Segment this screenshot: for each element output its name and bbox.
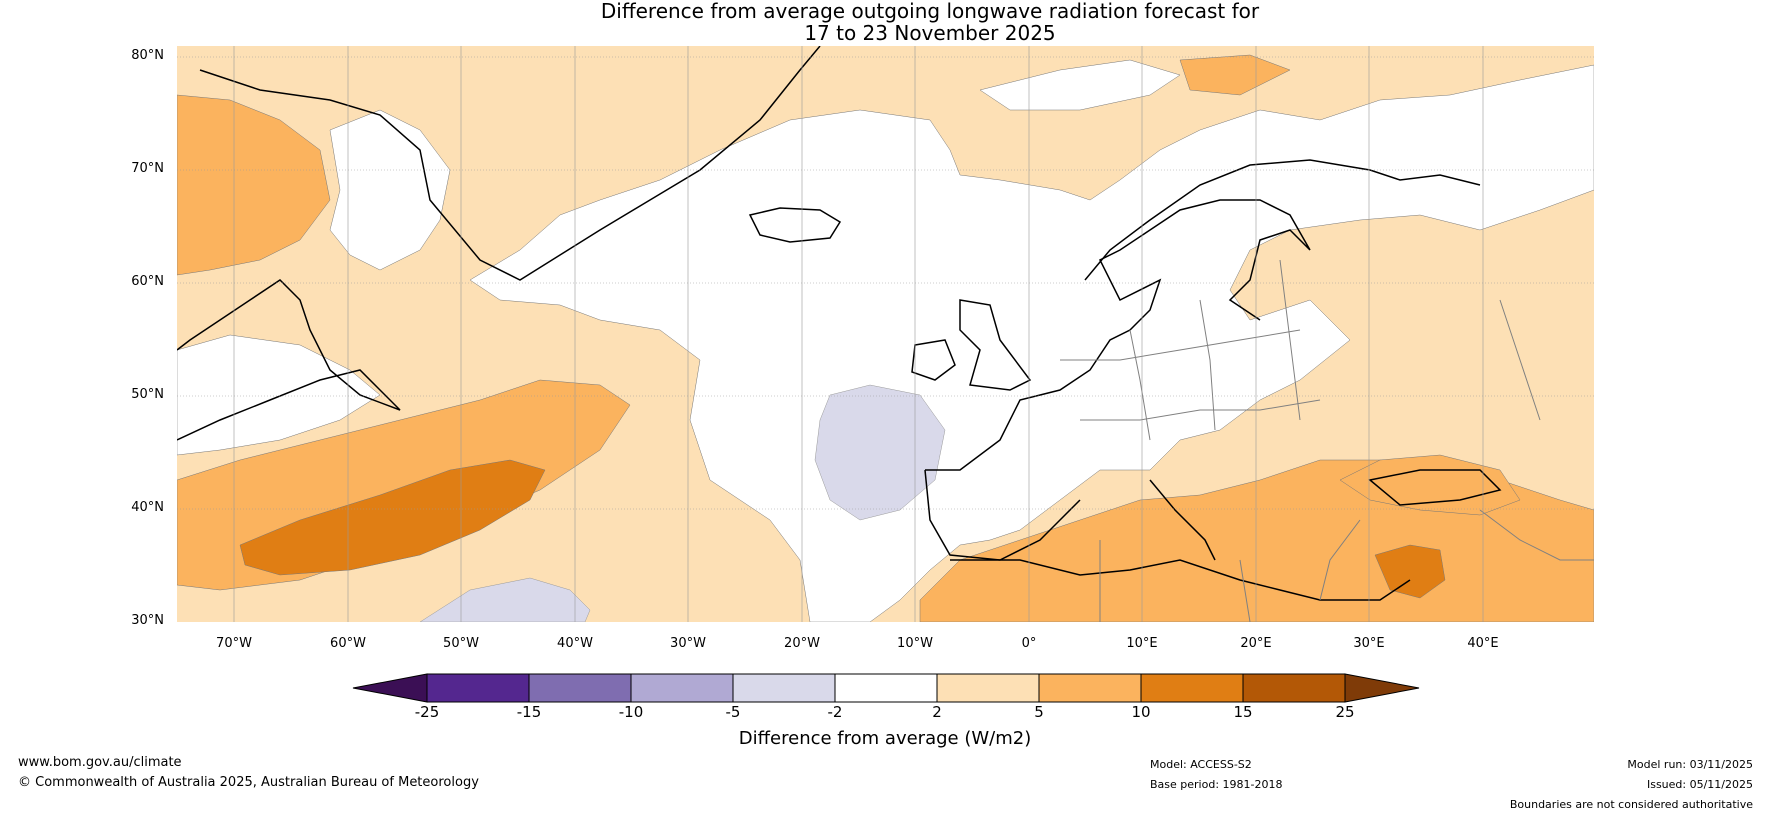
latitude-label: 80°N bbox=[131, 48, 164, 63]
colorbar-segment bbox=[733, 674, 835, 702]
longitude-label: 0° bbox=[1021, 636, 1037, 651]
anomaly-region-neutral bbox=[469, 64, 1594, 622]
colorbar-tick-label: -15 bbox=[516, 703, 542, 721]
colorbar-tick-label: -2 bbox=[827, 703, 843, 721]
latitude-label: 70°N bbox=[131, 161, 164, 176]
footer-model: Model: ACCESS-S2 bbox=[1150, 758, 1252, 771]
colorbar-tick-label: -5 bbox=[725, 703, 741, 721]
footer-website-link[interactable]: www.bom.gov.au/climate bbox=[18, 755, 182, 770]
europe-coast bbox=[925, 199, 1311, 471]
country-borders bbox=[1060, 259, 1594, 622]
colorbar-tick-label: -25 bbox=[414, 703, 440, 721]
latitude-label: 50°N bbox=[131, 387, 164, 402]
colorbar-segment bbox=[1243, 674, 1345, 702]
scandinavia-coast bbox=[1084, 159, 1481, 281]
coastlines bbox=[177, 46, 1502, 601]
colorbar-tick-label: 25 bbox=[1335, 703, 1355, 721]
longitude-label: 40°E bbox=[1467, 636, 1499, 651]
longitude-label: 10°W bbox=[897, 636, 933, 651]
colorbar-segment bbox=[1039, 674, 1141, 702]
map-area bbox=[177, 46, 1594, 622]
north-america-coast bbox=[177, 279, 401, 441]
mediterranean-coast bbox=[950, 559, 1411, 601]
map-title-line1: Difference from average outgoing longwav… bbox=[600, 0, 1260, 23]
longitude-label: 10°E bbox=[1126, 636, 1158, 651]
iceland-coast bbox=[748, 207, 842, 243]
anomaly-region-neutral-arctic bbox=[979, 59, 1181, 111]
colorbar-tick-label: -10 bbox=[618, 703, 644, 721]
meridians bbox=[233, 46, 1484, 622]
colorbar-segment bbox=[937, 674, 1039, 702]
anomaly-region-neutral-atlantic bbox=[177, 334, 381, 456]
colorbar bbox=[352, 673, 1420, 703]
colorbar-tick-label: 2 bbox=[932, 703, 942, 721]
graticule bbox=[177, 46, 1594, 622]
colorbar-segment bbox=[529, 674, 631, 702]
longitude-label: 30°E bbox=[1353, 636, 1385, 651]
footer-model-run: Model run: 03/11/2025 bbox=[1627, 758, 1753, 771]
latitude-label: 40°N bbox=[131, 500, 164, 515]
colorbar-tick-label: 10 bbox=[1131, 703, 1151, 721]
colorbar-tick-label: 5 bbox=[1034, 703, 1044, 721]
longitude-label: 60°W bbox=[330, 636, 366, 651]
anomaly-region-10-15-middle-east bbox=[1374, 544, 1446, 599]
anomaly-region-10-15-atlantic bbox=[239, 459, 546, 576]
colorbar-tick-label: 15 bbox=[1233, 703, 1253, 721]
longitude-label: 20°W bbox=[784, 636, 820, 651]
footer-issued: Issued: 05/11/2025 bbox=[1646, 778, 1753, 791]
longitude-label: 20°E bbox=[1240, 636, 1272, 651]
colorbar-segment bbox=[835, 674, 937, 702]
colorbar-segment bbox=[1141, 674, 1243, 702]
british-isles-coast bbox=[959, 299, 1032, 391]
greenland-coast bbox=[199, 46, 821, 281]
parallels bbox=[177, 56, 1594, 510]
footer-disclaimer: Boundaries are not considered authoritat… bbox=[1509, 798, 1753, 811]
colorbar-extend-high bbox=[1344, 673, 1420, 703]
colorbar-label: Difference from average (W/m2) bbox=[738, 728, 1032, 749]
longitude-label: 70°W bbox=[216, 636, 252, 651]
colorbar-extend-low bbox=[352, 673, 428, 703]
latitude-label: 30°N bbox=[131, 613, 164, 628]
map-title-line2: 17 to 23 November 2025 bbox=[804, 21, 1056, 45]
ireland-coast bbox=[911, 339, 956, 381]
longitude-label: 30°W bbox=[670, 636, 706, 651]
anomaly-region-5-10-labrador bbox=[177, 94, 331, 276]
colorbar-segment bbox=[427, 674, 529, 702]
longitude-label: 50°W bbox=[443, 636, 479, 651]
italy-coast bbox=[1149, 479, 1216, 561]
footer-base-period: Base period: 1981-2018 bbox=[1150, 778, 1283, 791]
footer-copyright: © Commonwealth of Australia 2025, Austra… bbox=[18, 775, 479, 790]
longitude-label: 40°W bbox=[557, 636, 593, 651]
black-sea-coast bbox=[1368, 469, 1502, 506]
anomaly-region-5-10-arctic bbox=[1179, 54, 1291, 96]
anomaly-region-neg2-neg5-south bbox=[419, 577, 591, 622]
latitude-label: 60°N bbox=[131, 274, 164, 289]
colorbar-segment bbox=[631, 674, 733, 702]
anomaly-region-neg2-neg5-atlantic bbox=[814, 384, 946, 521]
